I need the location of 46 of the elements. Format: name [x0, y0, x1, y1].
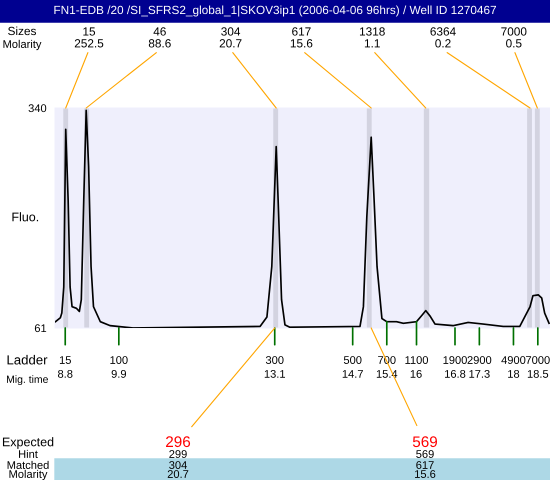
y-axis-title: Fluo. — [12, 212, 38, 222]
text: 15.6 — [415, 470, 436, 478]
text: Expected — [2, 437, 54, 449]
annotation: 46 88.6 — [148, 27, 171, 48]
annotation: 304 20.7 — [220, 27, 242, 48]
text: Molarity — [3, 40, 42, 50]
x-axis-title: Mig. time — [7, 375, 48, 386]
chart-title: FN1-EDB /20 /SI_SFRS2_global_1|SKOV3ip1 (2006-04-06 96hrs) / Well ID 1270467 — [54, 5, 496, 17]
annotation: 1900 — [443, 356, 467, 364]
annotation: 7000 — [526, 356, 550, 364]
x-tick-label: 8.8 — [58, 370, 72, 378]
annotation: 2900 — [468, 356, 492, 364]
text: Molarity — [9, 470, 48, 480]
x-tick-label: 16 — [410, 370, 422, 378]
text: 299 — [169, 450, 187, 458]
annotation: 6364 0.2 — [430, 27, 456, 48]
x-tick-label: 18 — [508, 370, 520, 378]
line-series — [55, 110, 550, 328]
text: 304 — [169, 461, 187, 469]
x-tick-label: 16.8 — [445, 370, 466, 378]
text: 20.7 — [168, 470, 188, 478]
annotation: 15 252.5 — [74, 27, 104, 48]
x-tick-label: 9.9 — [112, 370, 126, 378]
x-tick-label: 17.3 — [469, 370, 490, 378]
annotation: 569 — [412, 436, 438, 448]
annotation: 15 — [60, 356, 71, 364]
annotation: 296 — [166, 436, 190, 448]
annotation: 617 15.6 — [290, 27, 312, 48]
text: Matched — [8, 460, 49, 469]
text: Hint — [19, 450, 38, 458]
text: 569 — [416, 450, 434, 458]
annotation: 1318 1.1 — [360, 27, 385, 48]
annotation: 500 — [344, 356, 362, 364]
annotation: 4900 — [501, 356, 526, 364]
y-tick-label: 61 — [34, 324, 46, 332]
x-tick-label: 18.5 — [528, 370, 548, 378]
annotation: 100 — [110, 356, 128, 364]
x-tick-label: 13.1 — [264, 370, 285, 378]
annotation: 1100 — [405, 356, 428, 364]
text: Ladder — [8, 354, 48, 365]
annotation: 7000 0.5 — [501, 27, 526, 48]
annotation: 300 — [266, 356, 284, 364]
text: 617 — [416, 461, 434, 469]
text: Sizes — [8, 26, 36, 36]
x-tick-label: 14.7 — [342, 370, 363, 378]
y-tick-label: 340 — [28, 104, 46, 112]
